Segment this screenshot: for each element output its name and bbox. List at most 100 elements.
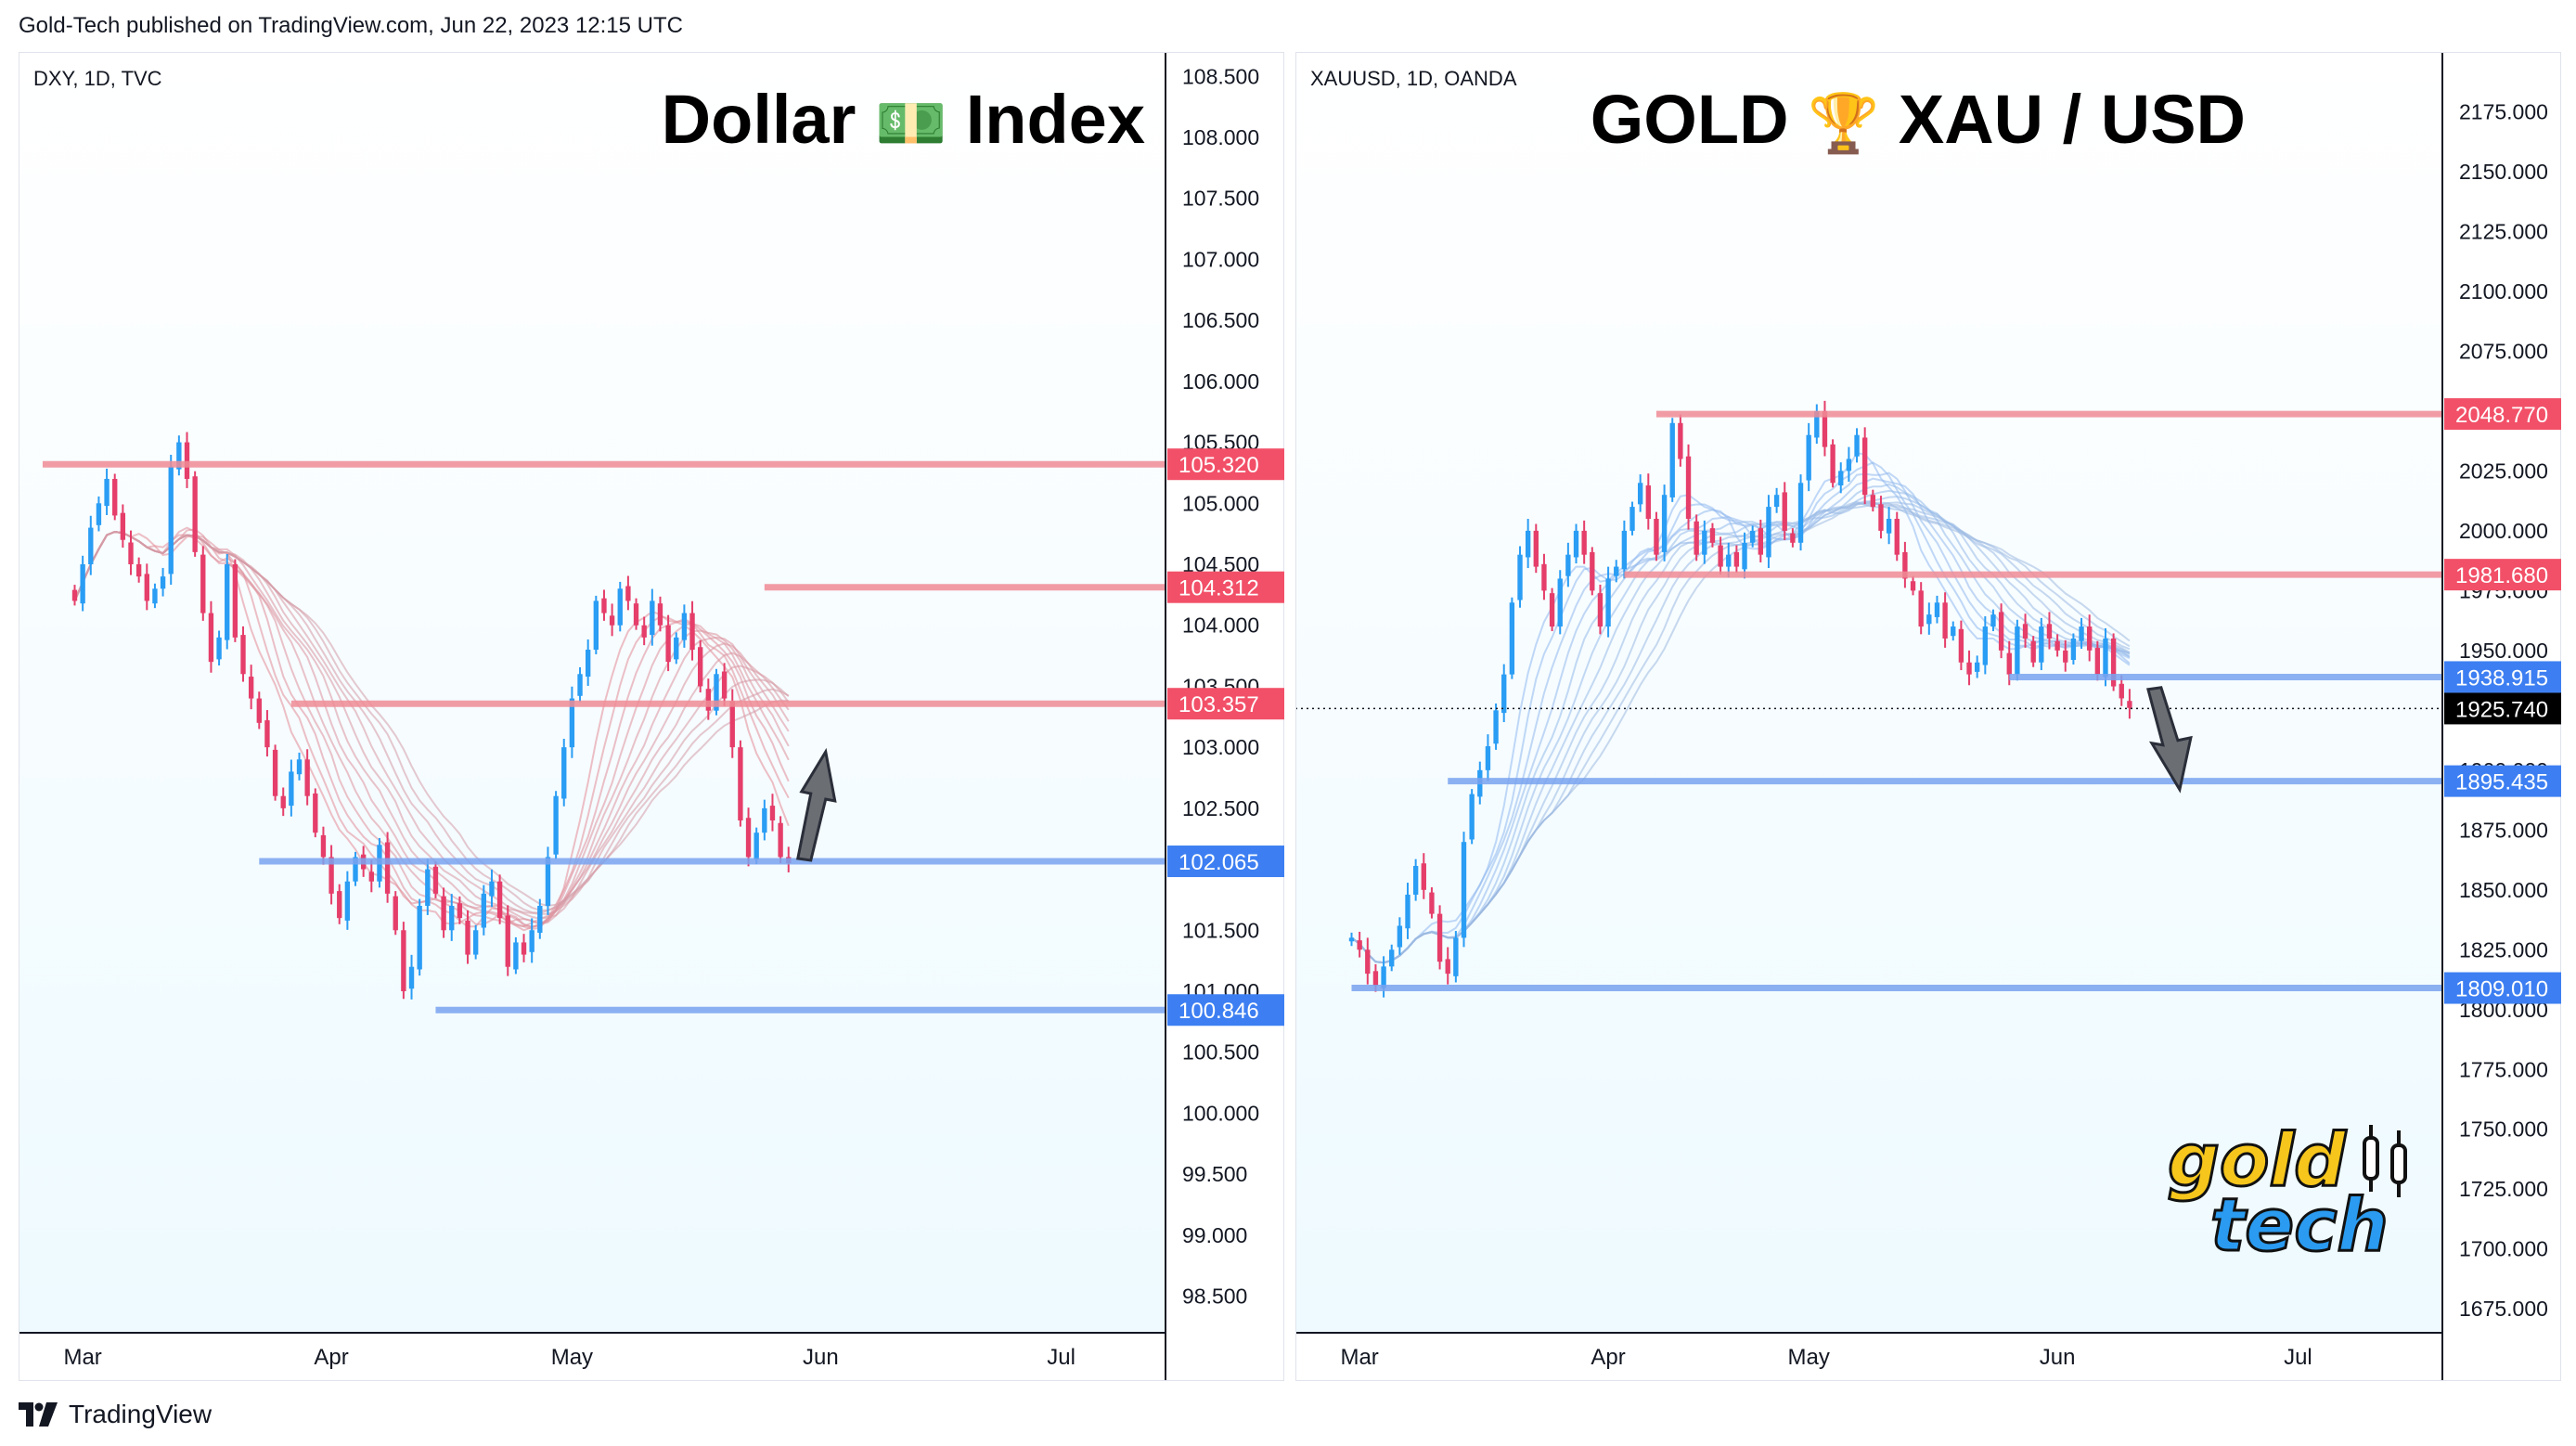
dxy-price-tag-bg bbox=[1167, 688, 1284, 720]
gold-candle bbox=[1918, 582, 1924, 635]
gold-price-tag-bg bbox=[2444, 765, 2561, 797]
dxy-candle-body bbox=[152, 588, 158, 604]
dxy-candle bbox=[232, 559, 238, 642]
dxy-candle-body bbox=[176, 442, 182, 470]
gold-candle bbox=[1902, 541, 1908, 588]
gold-candle bbox=[1742, 532, 1747, 579]
dxy-candle-body bbox=[609, 615, 615, 626]
gold-candle-body bbox=[1733, 551, 1740, 567]
dxy-candle-body bbox=[80, 564, 85, 604]
dxy-time-tick-label: Apr bbox=[314, 1345, 348, 1370]
gold-candle bbox=[1797, 474, 1804, 551]
gold-time-tick-label: May bbox=[1788, 1345, 1830, 1370]
gold-candle bbox=[2070, 633, 2077, 665]
gold-candle bbox=[1429, 887, 1435, 919]
gold-candle bbox=[1629, 501, 1635, 536]
dxy-candle bbox=[585, 639, 591, 686]
gold-candle-body bbox=[1678, 422, 1683, 459]
gold-candle-body bbox=[1782, 492, 1787, 531]
gold-candle-body bbox=[1541, 563, 1547, 591]
dxy-candle bbox=[529, 918, 535, 963]
dxy-candle bbox=[344, 871, 351, 930]
dxy-candle-body bbox=[168, 466, 174, 575]
dxy-price-tick-label: 104.000 bbox=[1182, 613, 1259, 638]
gold-candle-body bbox=[1797, 483, 1804, 543]
gold-price-tag-bg bbox=[2444, 661, 2561, 693]
dxy-candle-body bbox=[104, 479, 109, 507]
dxy-candle bbox=[721, 663, 728, 706]
dxy-candle-body bbox=[665, 625, 671, 663]
dxy-candle-body bbox=[753, 833, 759, 860]
tradingview-footer[interactable]: TradingView bbox=[19, 1400, 212, 1429]
dxy-chart-panel[interactable]: 108.500 108.000 107.500 107.000 106.500 106.0… bbox=[19, 52, 1284, 1381]
gold-candle bbox=[1678, 414, 1683, 467]
gold-candle-body bbox=[1436, 913, 1443, 962]
gold-candle bbox=[2110, 633, 2117, 691]
dxy-candle bbox=[553, 791, 559, 859]
dxy-candle bbox=[176, 435, 182, 476]
gold-candle bbox=[2127, 689, 2132, 719]
dxy-candle-body bbox=[337, 891, 342, 919]
gold-candle bbox=[1758, 519, 1763, 562]
dxy-candle-body bbox=[472, 930, 479, 955]
gold-candle bbox=[1982, 616, 1989, 675]
gold-candle bbox=[1975, 655, 1980, 678]
gold-candle bbox=[1685, 444, 1692, 530]
publisher-line: Gold-Tech published on TradingView.com, … bbox=[19, 13, 683, 38]
dxy-price-tick-label: 103.000 bbox=[1182, 735, 1259, 759]
gold-candle-body bbox=[1597, 593, 1604, 627]
gold-candle bbox=[1525, 519, 1531, 569]
dxy-candle-body bbox=[135, 564, 142, 577]
gold-price-tag-bg bbox=[2444, 972, 2561, 1004]
dxy-candle bbox=[657, 596, 663, 632]
dxy-candle-body bbox=[120, 512, 126, 540]
gold-candle-body bbox=[1861, 437, 1868, 496]
dxy-chart-svg[interactable]: 108.500 108.000 107.500 107.000 106.500 106.0… bbox=[19, 52, 1284, 1381]
dxy-candle bbox=[248, 665, 254, 710]
dxy-candle bbox=[296, 752, 303, 781]
dxy-candle bbox=[465, 910, 470, 964]
dxy-candle bbox=[425, 859, 431, 915]
dxy-candle-body bbox=[641, 625, 647, 638]
dxy-candle bbox=[135, 557, 142, 583]
gold-candle-body bbox=[2119, 683, 2124, 699]
gold-candle bbox=[1749, 525, 1756, 548]
dxy-price-tag-resistance: 104.312 bbox=[1167, 571, 1284, 603]
gold-candle bbox=[1469, 789, 1475, 845]
gold-candle bbox=[1878, 496, 1884, 539]
gold-candle-body bbox=[2030, 640, 2036, 663]
dxy-candle bbox=[481, 884, 486, 936]
gold-candle-body bbox=[1910, 581, 1916, 591]
dxy-candle bbox=[337, 884, 342, 924]
dxy-candle-body bbox=[432, 866, 439, 894]
gold-chart-panel[interactable]: 2175.000 2150.000 2125.000 2100.000 2075.000… bbox=[1295, 52, 2561, 1381]
dxy-candle-body bbox=[280, 795, 286, 808]
gold-candle bbox=[1718, 536, 1723, 575]
gold-candle bbox=[1348, 932, 1355, 947]
dxy-price-tick-label: 106.500 bbox=[1182, 308, 1259, 332]
dxy-candle bbox=[641, 616, 647, 646]
gold-candle-body bbox=[1854, 434, 1860, 457]
gold-candle-body bbox=[1838, 471, 1844, 486]
gold-candle bbox=[1669, 418, 1675, 502]
gold-candle-body bbox=[1654, 518, 1659, 555]
gold-candle-body bbox=[2039, 626, 2044, 663]
gold-candle bbox=[2046, 612, 2053, 650]
dxy-candle bbox=[192, 471, 198, 557]
gold-candle bbox=[1694, 514, 1699, 562]
dxy-candle-body bbox=[738, 747, 743, 820]
gold-candle bbox=[1412, 859, 1419, 901]
dxy-candle bbox=[689, 600, 695, 661]
dxy-price-tag-text: 103.357 bbox=[1179, 692, 1259, 717]
gold-candle bbox=[1709, 523, 1716, 548]
dxy-candle bbox=[104, 468, 109, 515]
gold-candle bbox=[1549, 587, 1555, 632]
dxy-candles bbox=[71, 432, 792, 1000]
gold-price-tick-label: 1875.000 bbox=[2459, 818, 2548, 842]
dxy-candle bbox=[88, 515, 94, 575]
dxy-price-axis: 108.500 108.000 107.500 107.000 106.500 106.0… bbox=[1182, 64, 1259, 1308]
dxy-candle-body bbox=[496, 881, 503, 919]
gold-candle-body bbox=[2087, 626, 2093, 651]
dxy-candle bbox=[353, 851, 358, 886]
gold-chart-svg[interactable]: 2175.000 2150.000 2125.000 2100.000 2075.000… bbox=[1295, 52, 2561, 1381]
